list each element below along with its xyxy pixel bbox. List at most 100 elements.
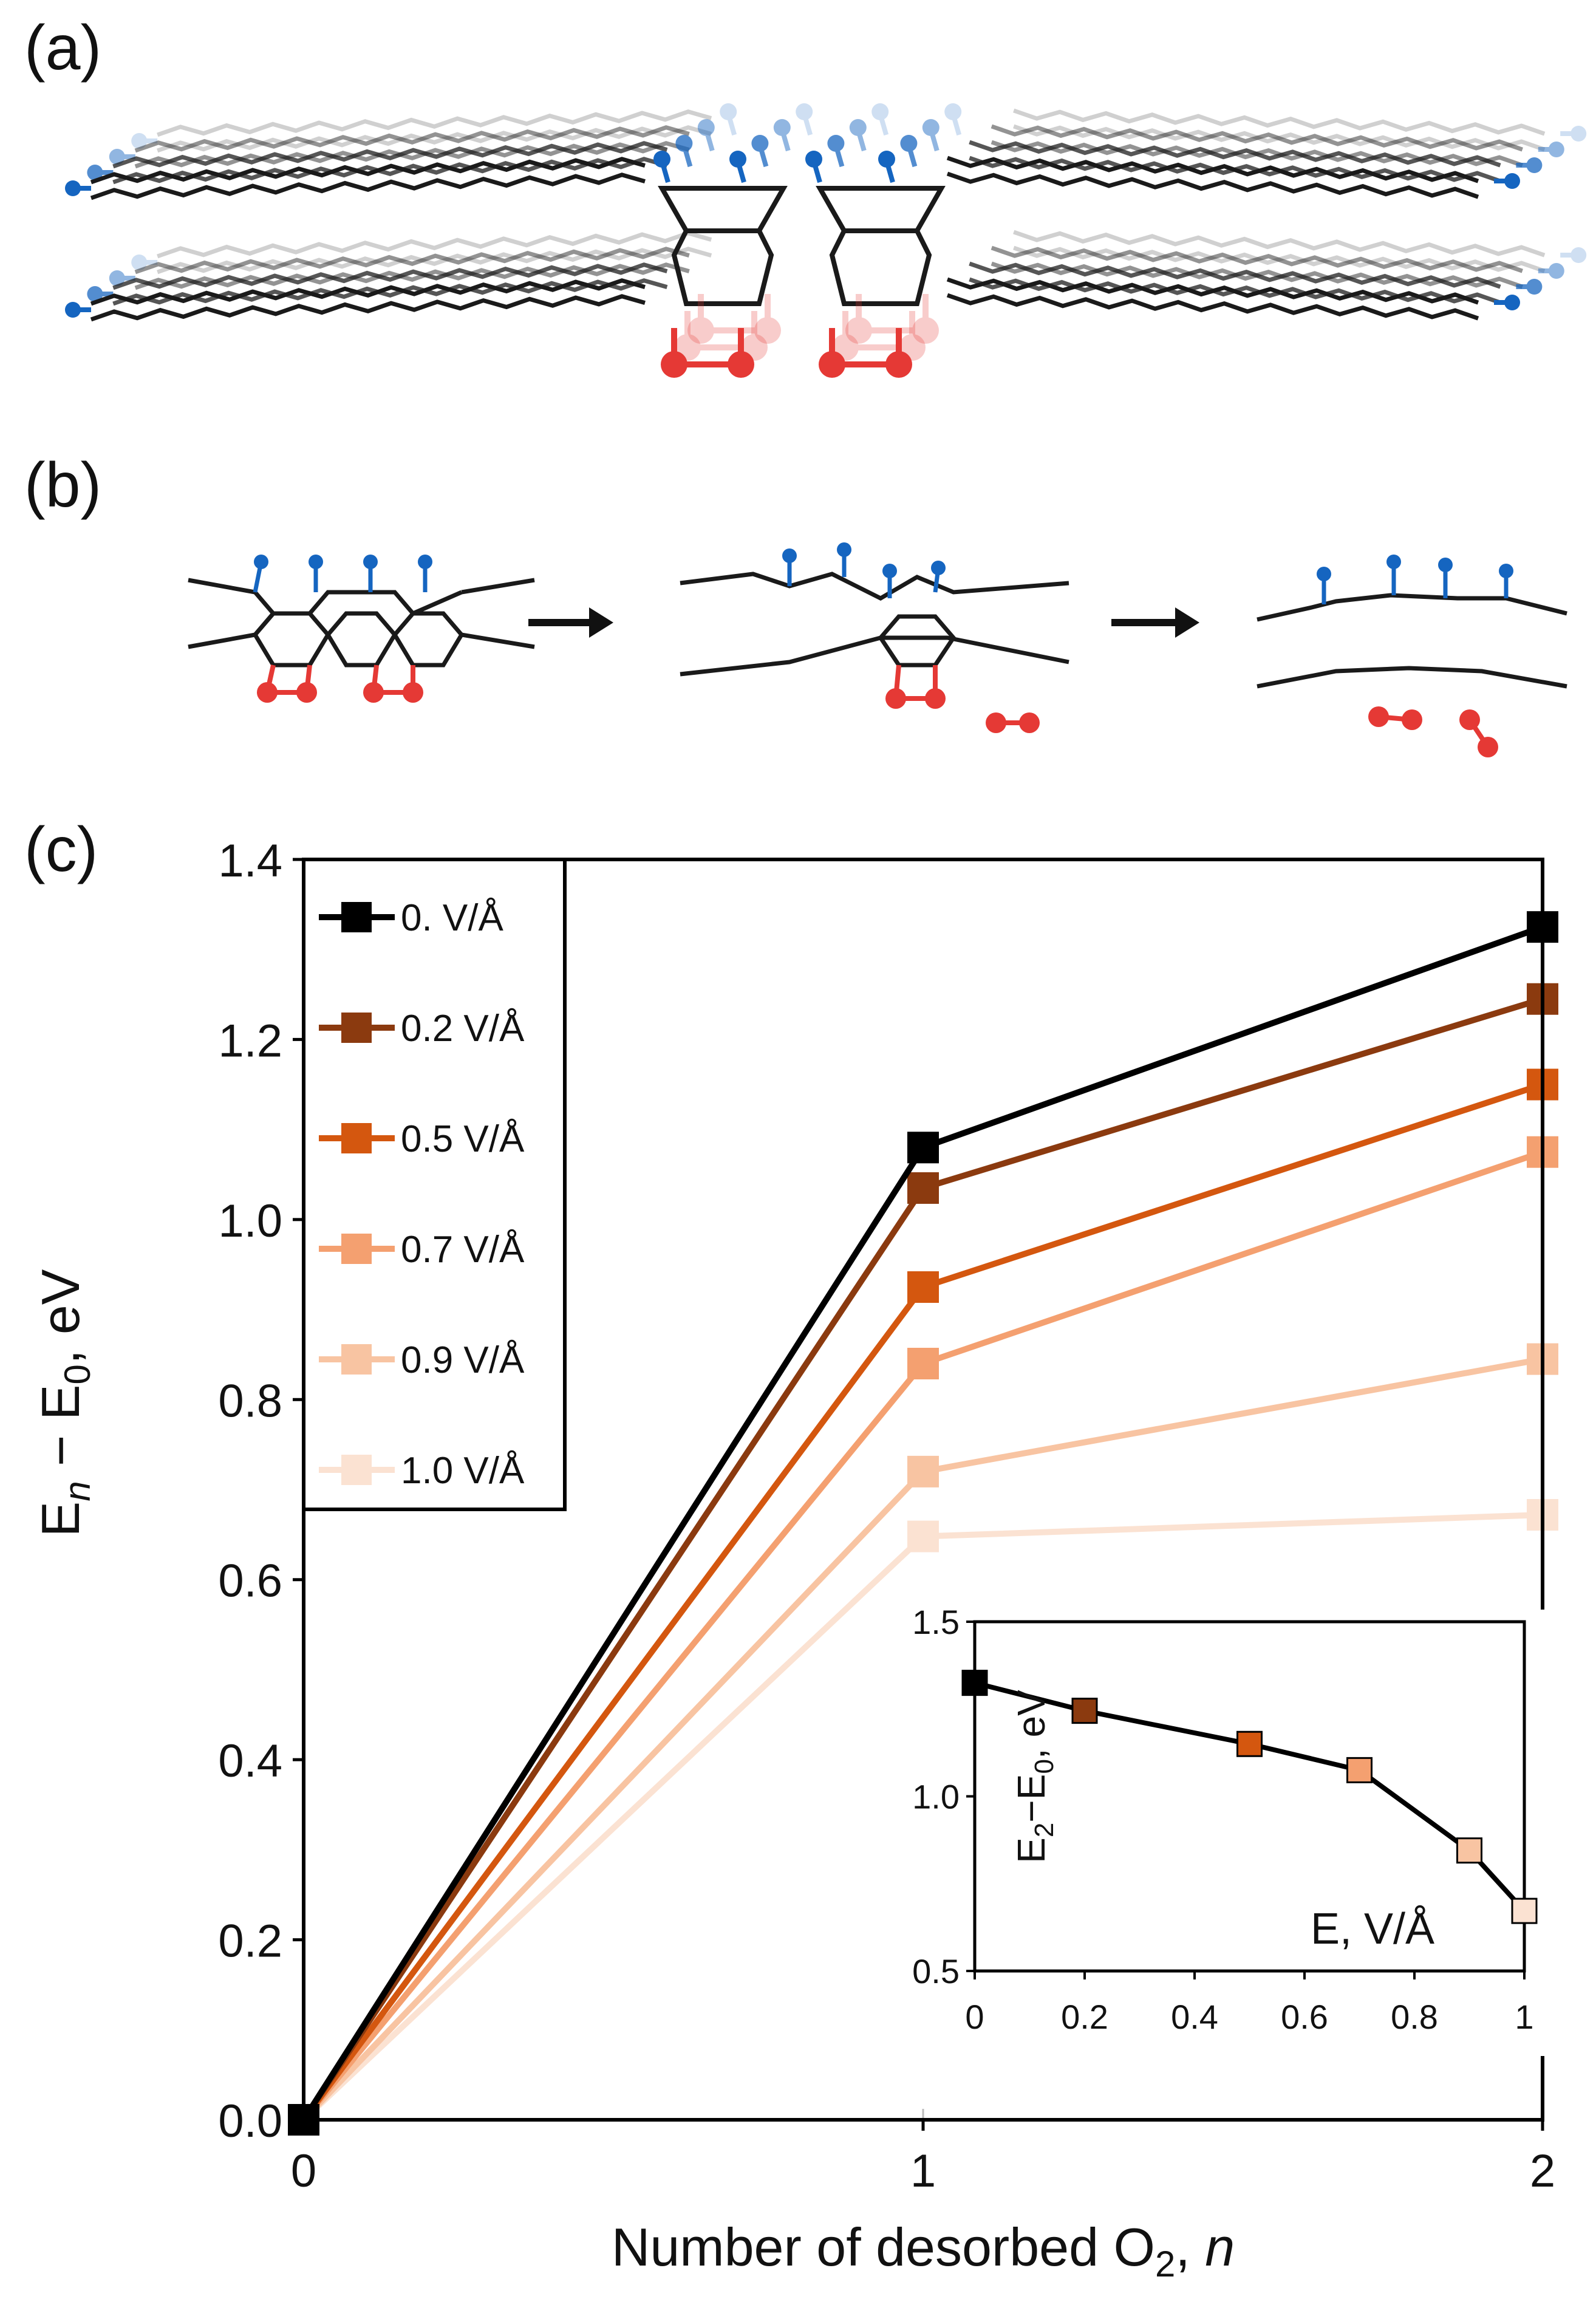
oxygen-atom — [1019, 712, 1040, 733]
bond-chain — [157, 125, 712, 153]
epoxide-group — [819, 328, 912, 378]
inset-data-point — [961, 1670, 988, 1696]
hydrogen-atom — [773, 119, 791, 136]
hydrogen-atom — [878, 151, 895, 168]
epoxide-group — [687, 294, 781, 344]
bond-chain — [1013, 230, 1546, 258]
oxygen-atom — [1368, 706, 1389, 727]
bond-chain — [969, 140, 1501, 168]
ch-bond — [950, 112, 962, 136]
bond-chain — [461, 632, 535, 649]
legend-swatch-marker — [341, 1234, 372, 1264]
oxygen-atom — [912, 317, 939, 344]
inset-x-axis-label: E, V/Å — [1311, 1905, 1434, 1953]
scheme-state-3 — [1257, 555, 1567, 757]
bond-chain — [188, 578, 463, 616]
hydrogen-atom — [1570, 247, 1587, 263]
hydrogen-atom — [363, 555, 378, 569]
inset-x-tick-label: 1 — [1515, 1998, 1533, 2036]
arrow-head — [1175, 607, 1199, 638]
hydrogen-atom — [805, 151, 822, 168]
data-point — [907, 1455, 939, 1487]
bond-chain — [157, 231, 712, 259]
scheme-state-1 — [188, 555, 535, 703]
inset-data-point — [1236, 1730, 1263, 1757]
oxygen-atom — [1478, 737, 1498, 757]
hydrogen-atom — [729, 151, 746, 168]
legend-swatch-marker — [341, 1123, 372, 1153]
hydrogen-atom — [782, 548, 797, 563]
data-point — [907, 1520, 939, 1552]
oxygen-atom — [885, 351, 912, 378]
hydrogen-atom — [1548, 142, 1564, 157]
bond-chain — [1013, 124, 1546, 152]
hydrogen-atom — [65, 302, 81, 318]
bond-chain — [946, 293, 1479, 321]
bond-chain — [112, 141, 668, 169]
oxygen-atom — [661, 351, 687, 378]
hydrogen-atom — [309, 555, 323, 569]
oxygen-atom — [845, 317, 872, 344]
hydrogen-atom — [882, 564, 897, 578]
inset-background — [920, 1610, 1561, 2056]
hydrogen-atom — [1438, 558, 1453, 572]
sheet-layer — [65, 151, 1520, 322]
y-tick-label: 0.4 — [218, 1735, 282, 1787]
bond-chain — [461, 578, 535, 595]
legend-label: 0. V/Å — [401, 897, 504, 939]
inset-data-point — [1456, 1837, 1482, 1864]
inset-x-tick-label: 0.6 — [1281, 1998, 1328, 2036]
hydrogen-atom — [837, 542, 851, 557]
legend-label: 0.9 V/Å — [401, 1339, 525, 1381]
x-tick-label: 0 — [291, 2145, 316, 2197]
hydrogen-atom — [675, 135, 693, 152]
hexagon-ring — [671, 228, 774, 306]
bond-chain — [1257, 666, 1567, 689]
reaction-arrow — [1111, 607, 1199, 638]
inset-data-point — [1346, 1757, 1373, 1783]
hydrogen-atom — [1526, 157, 1543, 173]
y-tick-label: 1.2 — [218, 1015, 282, 1067]
bond-chain — [157, 109, 712, 137]
inset-y-tick-label: 1.0 — [912, 1778, 960, 1816]
hydrogen-atom — [796, 103, 813, 120]
bond-chain — [90, 157, 646, 185]
ch-bond — [726, 112, 737, 136]
legend-label: 0.2 V/Å — [401, 1008, 525, 1050]
reaction-arrow — [528, 607, 613, 638]
bond-chain — [946, 155, 1479, 183]
bond-chain — [1013, 245, 1546, 273]
oxygen-atom — [1402, 709, 1422, 730]
bond-chain — [90, 172, 646, 200]
legend-swatch-marker — [341, 1455, 372, 1485]
inset-x-tick-label: 0.2 — [1061, 1998, 1108, 2036]
bond-chain — [991, 124, 1523, 152]
hydrogen-atom — [1317, 567, 1331, 581]
legend-label: 0.7 V/Å — [401, 1229, 525, 1271]
bond-chain — [680, 572, 1069, 601]
bond-chain — [134, 125, 690, 153]
inset-x-tick-label: 0.8 — [1391, 1998, 1438, 2036]
legend: 0. V/Å 0.2 V/Å 0.5 V/Å 0.7 V/Å 0.9 V/Å 1.0 V/… — [302, 858, 567, 1511]
x-tick-label: 1 — [910, 2145, 936, 2197]
legend-swatch-marker — [341, 1013, 372, 1043]
ch-bond — [855, 128, 867, 152]
interlayer-bonds — [658, 186, 946, 306]
hydrogen-atom — [1548, 263, 1564, 279]
hydrogen-atom — [827, 135, 845, 152]
hydrogen-atom — [720, 103, 737, 120]
bond-chain — [991, 245, 1523, 273]
bond-chain — [134, 247, 690, 275]
hydrogen-atom — [1504, 295, 1520, 310]
ch-bond — [703, 128, 715, 152]
panel-label-c: (c) — [24, 815, 98, 885]
hydrogen-atom — [254, 555, 268, 569]
data-point — [907, 1348, 939, 1379]
bond-chain — [112, 278, 668, 306]
oxygen-atom — [728, 351, 754, 378]
y-tick-label: 0.0 — [218, 2095, 282, 2147]
bond-chain — [946, 171, 1479, 199]
inset-y-tick-label: 1.5 — [912, 1603, 960, 1641]
hydrogen-atom — [1570, 126, 1587, 142]
